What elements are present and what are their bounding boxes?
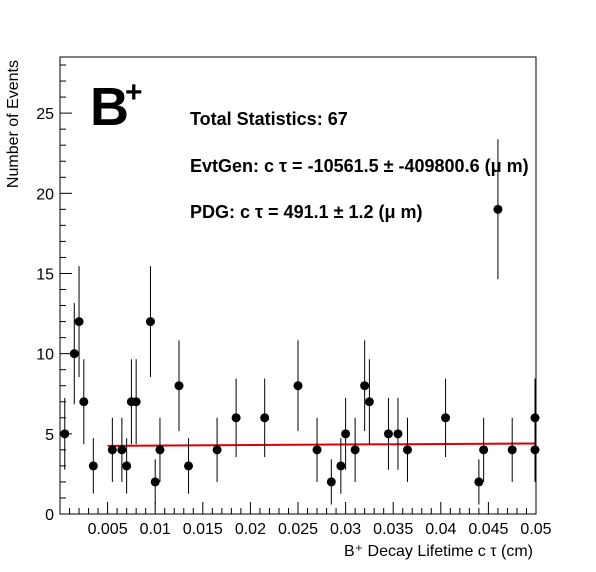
data-point (441, 413, 451, 423)
fit-line (107, 442, 537, 447)
particle-label: B (90, 77, 129, 137)
fit-line-group (107, 442, 537, 447)
data-point (184, 461, 194, 471)
particle-label-superscript: + (125, 76, 143, 109)
x-tick-label: 0.04 (425, 521, 456, 538)
y-tick-label: 10 (36, 347, 54, 364)
data-point (293, 381, 303, 391)
x-tick-label: 0.01 (140, 521, 171, 538)
data-point (231, 413, 241, 423)
data-point (117, 445, 127, 455)
data-point (122, 461, 132, 471)
y-tick-label: 5 (45, 427, 54, 444)
x-tick-label: 0.005 (88, 521, 128, 538)
data-point (60, 429, 70, 439)
data-point (474, 477, 484, 487)
data-points (60, 139, 540, 505)
x-tick-label: 0.025 (278, 521, 318, 538)
y-axis-label: Number of Events (5, 60, 22, 188)
data-point (174, 381, 184, 391)
total-statistics-text: Total Statistics: 67 (190, 109, 348, 129)
data-point (530, 413, 540, 423)
data-point (393, 429, 403, 439)
x-tick-label: 0.045 (468, 521, 508, 538)
data-point (341, 429, 351, 439)
y-tick-label: 25 (36, 106, 54, 123)
data-point (145, 317, 155, 327)
y-tick-labels: 0 5 10 15 20 25 (36, 106, 54, 524)
data-point (312, 445, 322, 455)
data-point (88, 461, 98, 471)
data-point (364, 397, 374, 407)
data-point (150, 477, 160, 487)
x-tick-label: 0.05 (520, 521, 551, 538)
x-tick-label: 0.015 (183, 521, 223, 538)
data-point (350, 445, 360, 455)
data-point (336, 461, 346, 471)
x-tick-label: 0.02 (235, 521, 266, 538)
y-tick-label: 15 (36, 266, 54, 283)
data-point (212, 445, 222, 455)
data-point (326, 477, 336, 487)
data-point (79, 397, 89, 407)
data-point (69, 349, 79, 359)
y-tick-label: 0 (45, 507, 54, 524)
data-point (74, 317, 84, 327)
x-axis-label: B⁺ Decay Lifetime c τ (cm) (344, 543, 533, 560)
data-point (131, 397, 141, 407)
data-point (479, 445, 489, 455)
data-point (155, 445, 165, 455)
evtgen-text: EvtGen: c τ = -10561.5 ± -409800.6 (μ m) (190, 156, 529, 176)
data-point (383, 429, 393, 439)
x-tick-label: 0.03 (330, 521, 361, 538)
x-tick-label: 0.035 (373, 521, 413, 538)
y-tick-label: 20 (36, 186, 54, 203)
x-tick-labels: 0.005 0.01 0.015 0.02 0.025 0.03 0.035 0.04 0.04… (88, 521, 552, 538)
data-point (493, 204, 503, 214)
data-point (507, 445, 517, 455)
pdg-text: PDG: c τ = 491.1 ± 1.2 (μ m) (190, 202, 423, 222)
data-point (402, 445, 412, 455)
data-point (107, 445, 117, 455)
data-point (360, 381, 370, 391)
data-point (260, 413, 270, 423)
